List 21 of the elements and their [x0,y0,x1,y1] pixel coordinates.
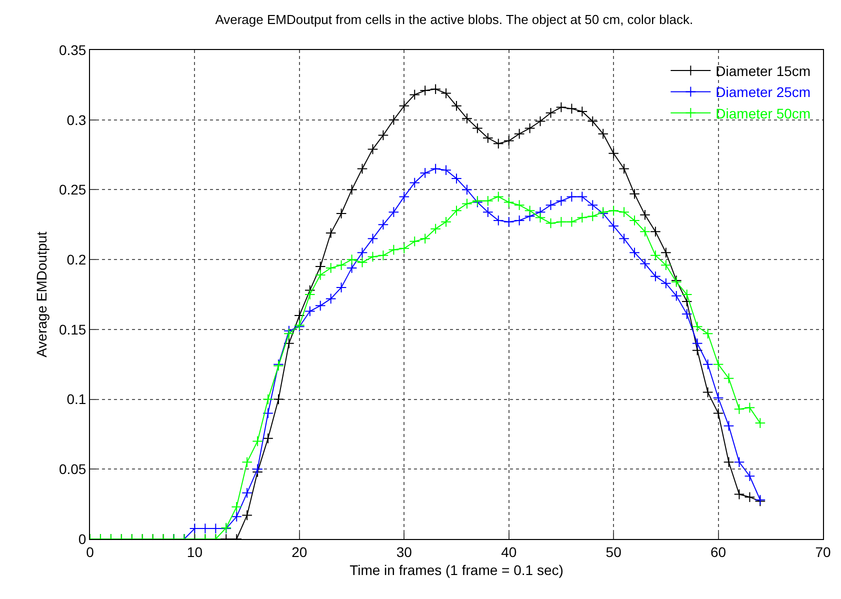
x-tick-label: 70 [815,544,831,560]
legend-label: Diameter 25cm [716,84,811,100]
x-tick-label: 30 [396,544,412,560]
legend-label: Diameter 15cm [716,62,811,79]
y-axis-title: Average EMDoutput [34,231,50,358]
y-tick-label: 0.05 [58,461,86,478]
y-tick-label: 0.15 [58,321,86,338]
y-tick-label: 0.1 [66,391,86,408]
x-tick-label: 40 [501,544,517,560]
x-tick-label: 10 [186,544,203,560]
x-tick-label: 20 [292,544,308,560]
y-tick-label: 0.2 [66,251,86,268]
y-tick-label: 0.35 [58,42,86,58]
chart-title: Average EMDoutput from cells in the active blobs. The object at 50 cm, color black. [215,12,694,28]
x-tick-label: 60 [710,544,726,560]
x-axis-title: Time in frames (1 frame = 0.1 sec) [350,562,564,578]
x-tick-label: 50 [606,544,622,560]
y-tick-label: 0.3 [66,112,86,128]
legend-label: Diameter 50cm [716,105,811,122]
y-tick-label: 0.25 [58,182,86,198]
y-tick-label: 0 [78,530,86,547]
